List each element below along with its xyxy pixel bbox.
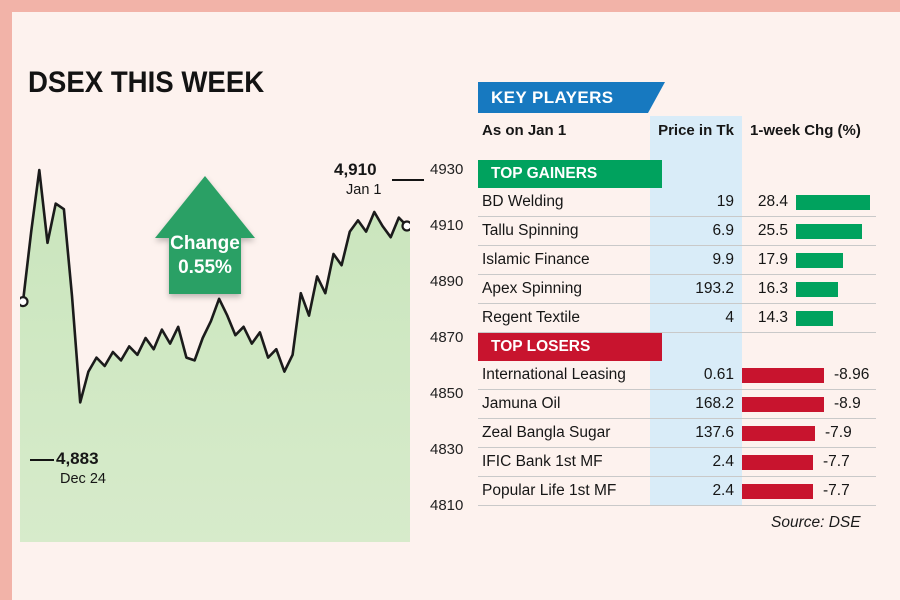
price-value: 2.4	[712, 482, 734, 499]
change-value: 14.3	[757, 309, 788, 326]
end-date: Jan 1	[346, 182, 382, 199]
price-area	[20, 170, 410, 542]
price-value: 9.9	[712, 251, 734, 268]
company-name: IFIC Bank 1st MF	[482, 453, 603, 470]
company-name: Apex Spinning	[482, 280, 582, 297]
end-point	[401, 220, 410, 232]
y-tick-label: 4890	[430, 273, 464, 290]
table-row: Apex Spinning 193.2 16.3	[478, 275, 876, 304]
change-value: 25.5	[757, 222, 788, 239]
start-annotation: 4,883 Dec 24	[56, 449, 106, 489]
table-row: Zeal Bangla Sugar 137.6 -7.9	[478, 419, 876, 448]
table-row: BD Welding 19 28.4	[478, 188, 876, 217]
table-row: Islamic Finance 9.9 17.9	[478, 246, 876, 275]
price-value: 168.2	[695, 395, 734, 412]
loser-bar	[742, 454, 813, 470]
table-row: Jamuna Oil 168.2 -8.9	[478, 390, 876, 419]
table-header: As on Jan 1 Price in Tk 1-week Chg (%)	[478, 116, 878, 146]
company-name: Jamuna Oil	[482, 395, 561, 412]
page-title: DSEX THIS WEEK	[28, 66, 265, 99]
change-percent: 0.55%	[178, 257, 232, 278]
source-note: Source: DSE	[771, 514, 861, 531]
price-line	[21, 168, 409, 404]
change-arrow: Change 0.55%	[155, 176, 255, 294]
column-header-change: 1-week Chg (%)	[750, 122, 861, 139]
key-players-panel: KEY PLAYERS As on Jan 1 Price in Tk 1-we…	[478, 80, 878, 550]
y-tick-label: 4850	[430, 385, 464, 402]
price-value: 193.2	[695, 280, 734, 297]
company-name: BD Welding	[482, 193, 564, 210]
end-annotation: 4,910 Jan 1	[334, 160, 381, 200]
frame-left-border	[0, 0, 12, 600]
change-value: -7.7	[823, 482, 850, 499]
change-value: -8.96	[834, 366, 870, 383]
gainer-bar	[796, 310, 833, 326]
column-header-price: Price in Tk	[658, 122, 734, 139]
price-value: 137.6	[695, 424, 734, 441]
table-row: IFIC Bank 1st MF 2.4 -7.7	[478, 448, 876, 477]
table-row: Tallu Spinning 6.9 25.5	[478, 217, 876, 246]
start-date: Dec 24	[60, 471, 106, 488]
end-annotation-leader	[392, 179, 424, 181]
price-value: 19	[716, 193, 734, 210]
gainer-bar	[796, 281, 838, 297]
start-value: 4,883	[56, 449, 99, 468]
up-arrow-icon	[155, 176, 255, 294]
price-column-highlight	[650, 116, 742, 506]
top-gainers-banner: TOP GAINERS	[478, 160, 662, 188]
company-name: Islamic Finance	[482, 251, 590, 268]
company-name: Tallu Spinning	[482, 222, 579, 239]
change-value: 16.3	[757, 280, 788, 297]
change-value: 28.4	[757, 193, 788, 210]
price-value: 4	[725, 309, 734, 326]
price-value: 6.9	[712, 222, 734, 239]
loser-bar	[742, 425, 815, 441]
y-tick-label: 4910	[430, 217, 464, 234]
company-name: Zeal Bangla Sugar	[482, 424, 611, 441]
y-tick-label: 4930	[430, 161, 464, 178]
key-players-banner: KEY PLAYERS	[478, 82, 665, 113]
change-value: -7.9	[825, 424, 852, 441]
company-name: International Leasing	[482, 366, 626, 383]
change-label: Change	[170, 233, 240, 254]
loser-bar	[742, 483, 813, 499]
change-value: -7.7	[823, 453, 850, 470]
gainer-bar	[796, 194, 870, 210]
table-row: International Leasing 0.61 -8.96	[478, 361, 876, 390]
change-value: -8.9	[834, 395, 861, 412]
loser-bar	[742, 367, 824, 383]
end-value: 4,910	[334, 160, 377, 179]
start-annotation-leader	[30, 459, 54, 461]
price-value: 0.61	[703, 366, 734, 383]
gainer-bar	[796, 223, 862, 239]
loser-bar	[742, 396, 824, 412]
table-row: Regent Textile 4 14.3	[478, 304, 876, 333]
y-tick-label: 4870	[430, 329, 464, 346]
dsex-line-chart	[20, 168, 410, 542]
gainer-bar	[796, 252, 843, 268]
company-name: Regent Textile	[482, 309, 580, 326]
frame-top-border	[0, 0, 900, 12]
company-name: Popular Life 1st MF	[482, 482, 617, 499]
y-tick-label: 4810	[430, 497, 464, 514]
price-value: 2.4	[712, 453, 734, 470]
start-point	[20, 296, 29, 308]
change-value: 17.9	[757, 251, 788, 268]
y-tick-label: 4830	[430, 441, 464, 458]
top-losers-banner: TOP LOSERS	[478, 333, 662, 361]
table-row: Popular Life 1st MF 2.4 -7.7	[478, 477, 876, 506]
column-header-name: As on Jan 1	[482, 122, 567, 139]
